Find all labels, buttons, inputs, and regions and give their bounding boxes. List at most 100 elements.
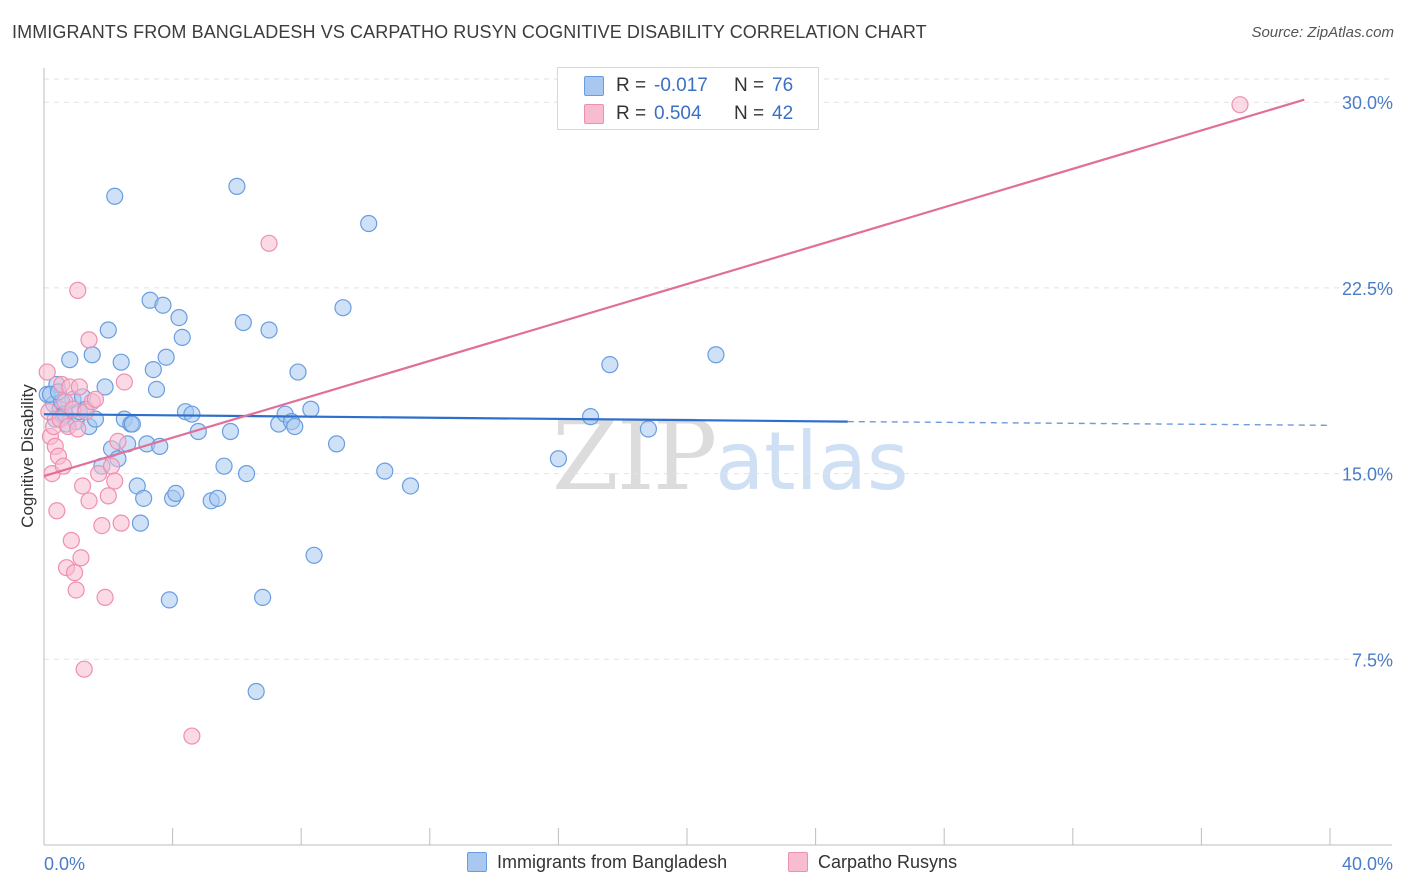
point-bangladesh — [376, 462, 394, 480]
point-bangladesh — [215, 457, 233, 475]
point-rusyns — [86, 390, 105, 408]
r-value: -0.017 — [654, 75, 708, 96]
point-bangladesh — [61, 351, 79, 369]
point-bangladesh — [144, 361, 162, 379]
point-rusyns — [75, 660, 93, 678]
source-label: Source: ZipAtlas.com — [1251, 24, 1394, 41]
point-bangladesh — [334, 299, 352, 317]
point-rusyns — [183, 727, 201, 745]
point-bangladesh — [183, 405, 201, 423]
point-rusyns — [109, 432, 127, 451]
point-rusyns — [115, 373, 133, 391]
legend-item-bangladesh: Immigrants from Bangladesh — [467, 852, 727, 873]
point-rusyns — [99, 487, 117, 505]
point-rusyns — [260, 234, 278, 252]
point-bangladesh — [234, 313, 252, 332]
point-rusyns — [106, 472, 124, 490]
point-rusyns — [96, 588, 114, 606]
y-tick-label: 7.5% — [1352, 650, 1393, 670]
point-bangladesh — [106, 187, 124, 205]
point-rusyns — [67, 581, 85, 599]
y-tick-label: 15.0% — [1342, 465, 1393, 485]
series-legend: Immigrants from Bangladesh Carpatho Rusy… — [0, 852, 1406, 878]
trendline-bangladesh-extension — [847, 420, 1331, 427]
point-bangladesh — [305, 546, 323, 564]
point-bangladesh — [286, 417, 304, 436]
stats-legend-row-bangladesh: R = -0.017 N = 76 — [558, 72, 818, 100]
point-bangladesh — [302, 400, 320, 418]
point-bangladesh — [112, 353, 130, 371]
legend-swatch-bangladesh — [467, 852, 487, 872]
point-bangladesh — [247, 682, 265, 701]
point-rusyns — [69, 281, 87, 299]
point-bangladesh — [601, 356, 619, 374]
point-bangladesh — [170, 309, 188, 327]
chart-title: IMMIGRANTS FROM BANGLADESH VS CARPATHO R… — [12, 22, 927, 42]
point-bangladesh — [135, 489, 153, 507]
point-bangladesh — [167, 484, 185, 503]
point-bangladesh — [639, 420, 658, 438]
point-rusyns — [72, 549, 90, 567]
point-bangladesh — [96, 378, 114, 396]
r-label: R = — [616, 75, 647, 96]
point-rusyns — [1231, 96, 1249, 114]
point-bangladesh — [147, 380, 166, 399]
r-value: 0.504 — [654, 103, 702, 124]
point-rusyns — [70, 378, 88, 396]
point-rusyns — [73, 477, 92, 495]
point-bangladesh — [707, 346, 725, 364]
point-rusyns — [80, 331, 98, 349]
n-label: N = — [734, 75, 765, 96]
x-tick-label-start: 0.0% — [44, 854, 85, 874]
watermark-atlas: atlas — [715, 415, 909, 508]
r-label: R = — [616, 103, 647, 124]
point-bangladesh — [254, 588, 272, 606]
legend-label-bangladesh: Immigrants from Bangladesh — [497, 852, 728, 872]
point-bangladesh — [123, 415, 142, 433]
point-rusyns — [65, 564, 84, 582]
point-bangladesh — [221, 422, 240, 441]
point-bangladesh — [83, 346, 101, 364]
y-tick-label: 30.0% — [1342, 93, 1393, 113]
point-rusyns — [112, 514, 130, 532]
point-rusyns — [48, 502, 66, 520]
point-rusyns — [102, 457, 121, 475]
trendlines — [43, 98, 1331, 478]
legend-swatch-rusyns — [788, 852, 808, 872]
n-label: N = — [734, 103, 765, 124]
point-bangladesh — [157, 348, 175, 366]
point-bangladesh — [401, 477, 420, 495]
point-bangladesh — [99, 321, 117, 339]
point-rusyns — [90, 464, 108, 483]
stats-legend-row-rusyns: R = 0.504 N = 42 — [558, 100, 818, 128]
n-value: 76 — [772, 75, 794, 96]
trendline-bangladesh — [43, 413, 848, 423]
point-bangladesh — [237, 464, 256, 483]
tick-labels: 7.5% 15.0% 22.5% 30.0% 0.0% 40.0% — [44, 93, 1393, 874]
point-bangladesh — [549, 450, 568, 468]
point-rusyns — [69, 420, 87, 438]
trendline-rusyns — [43, 98, 1305, 478]
y-axis-label: Cognitive Disability — [18, 384, 37, 528]
point-bangladesh — [581, 408, 600, 426]
y-tick-label: 22.5% — [1342, 279, 1393, 299]
point-rusyns — [80, 492, 98, 510]
point-bangladesh — [289, 363, 307, 381]
point-rusyns — [38, 363, 56, 381]
stats-legend: R = -0.017 N = 76 R = 0.504 N = 42 — [557, 67, 819, 130]
point-bangladesh — [327, 435, 346, 453]
point-bangladesh — [131, 514, 150, 532]
point-bangladesh — [360, 214, 378, 233]
legend-item-rusyns: Carpatho Rusyns — [788, 852, 957, 873]
point-rusyns — [62, 531, 80, 550]
point-rusyns — [93, 516, 111, 535]
legend-swatch-rusyns — [584, 104, 604, 124]
point-bangladesh — [228, 177, 246, 195]
n-value: 42 — [772, 103, 794, 124]
point-bangladesh — [154, 296, 172, 314]
axes — [43, 68, 1392, 846]
legend-swatch-bangladesh — [584, 76, 604, 96]
grid-lines — [44, 78, 1392, 660]
point-bangladesh — [209, 489, 227, 507]
